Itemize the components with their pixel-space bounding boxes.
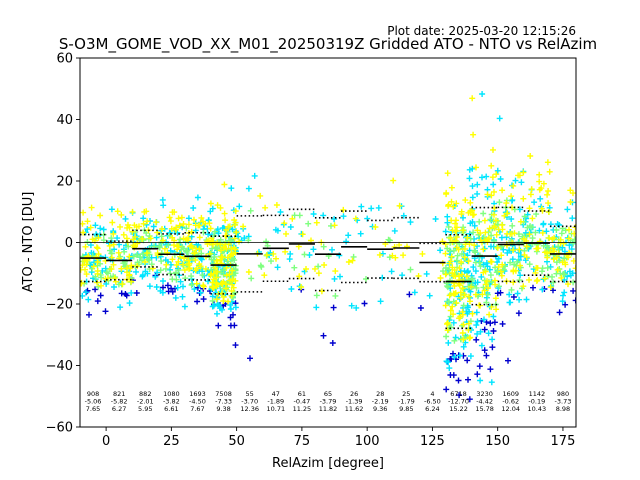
- bin-count-label: 1142: [529, 390, 546, 398]
- bin-count-label: 7508: [215, 390, 232, 398]
- bin-std-label: 10.71: [266, 405, 285, 413]
- bin-std-label: 12.36: [240, 405, 259, 413]
- bin-mean-label: -0.19: [528, 398, 545, 406]
- bin-count-label: 1609: [502, 390, 519, 398]
- x-tick-label: 75: [294, 434, 311, 449]
- bin-mean-label: -1.39: [346, 398, 363, 406]
- bin-std-label: 11.62: [345, 405, 364, 413]
- x-tick-label: 150: [485, 434, 510, 449]
- y-axis-ticks: 60 40 20 0 −20 −40 −60: [46, 52, 80, 436]
- scatter-points-series: [80, 95, 576, 343]
- bin-count-label: 26: [350, 390, 358, 398]
- bin-count-label: 55: [246, 390, 254, 398]
- bin-mean-label: -2.19: [372, 398, 389, 406]
- bin-count-label: 821: [113, 390, 125, 398]
- bin-std-label: 9.38: [216, 405, 230, 413]
- x-tick-label: 125: [420, 434, 445, 449]
- plot-date: Plot date: 2025-03-20 12:15:26: [387, 24, 576, 38]
- bin-mean-label: -2.01: [137, 398, 154, 406]
- y-tick-label: 60: [56, 52, 73, 67]
- bin-mean-label: -3.73: [555, 398, 572, 406]
- y-tick-label: −40: [46, 359, 73, 374]
- bin-count-label: 4: [430, 390, 434, 398]
- scatter-points: [80, 91, 576, 403]
- bin-std-label: 9.36: [373, 405, 387, 413]
- x-tick-label: 25: [163, 434, 180, 449]
- bin-count-label: 3230: [476, 390, 493, 398]
- bin-std-label: 15.22: [449, 405, 468, 413]
- bin-mean-label: -1.89: [267, 398, 284, 406]
- y-axis-label: ATO - NTO [DU]: [21, 192, 36, 293]
- y-tick-label: 20: [56, 175, 73, 190]
- bin-statistics-lines: [80, 206, 576, 330]
- bin-count-label: 61: [298, 390, 306, 398]
- x-tick-label: 0: [102, 434, 110, 449]
- bin-count-label: 980: [557, 390, 569, 398]
- bin-std-label: 6.24: [425, 405, 439, 413]
- bin-std-label: 11.82: [319, 405, 338, 413]
- bin-std-label: 15.78: [475, 405, 494, 413]
- x-axis-ticks: 0 25 50 75 100 125 150 175: [102, 427, 575, 449]
- bin-mean-label: -1.79: [398, 398, 415, 406]
- x-tick-label: 100: [355, 434, 380, 449]
- bin-mean-label: -5.06: [85, 398, 102, 406]
- bin-count-label: 1080: [163, 390, 180, 398]
- bin-std-label: 10.43: [528, 405, 547, 413]
- bin-std-label: 7.65: [86, 405, 100, 413]
- x-tick-label: 175: [551, 434, 576, 449]
- bin-count-label: 1693: [189, 390, 206, 398]
- bin-std-label: 6.61: [164, 405, 178, 413]
- bin-mean-label: -3.82: [163, 398, 180, 406]
- bin-mean-label: -6.50: [424, 398, 441, 406]
- bin-std-label: 11.25: [293, 405, 312, 413]
- bin-std-label: 6.27: [112, 405, 126, 413]
- bin-count-label: 908: [87, 390, 99, 398]
- bin-mean-label: -3.70: [241, 398, 258, 406]
- bin-count-label: 882: [139, 390, 151, 398]
- y-tick-label: 40: [56, 113, 73, 128]
- x-tick-label: 50: [228, 434, 245, 449]
- bin-count-label: 6718: [450, 390, 467, 398]
- y-tick-label: −60: [46, 421, 73, 436]
- x-axis-label: RelAzim [degree]: [272, 456, 384, 471]
- bin-std-label: 5.95: [138, 405, 152, 413]
- bin-std-label: 7.67: [190, 405, 204, 413]
- bin-std-label: 9.85: [399, 405, 413, 413]
- bin-count-label: 65: [324, 390, 332, 398]
- bin-std-label: 8.98: [556, 405, 570, 413]
- bin-mean-label: -4.42: [476, 398, 493, 406]
- bin-mean-label: -4.50: [189, 398, 206, 406]
- bin-mean-label: -7.33: [215, 398, 232, 406]
- bin-mean-label: -5.82: [111, 398, 128, 406]
- y-tick-label: −20: [46, 298, 73, 313]
- chart-title: S-O3M_GOME_VOD_XX_M01_20250319Z Gridded …: [59, 35, 597, 54]
- bin-std-label: 12.04: [501, 405, 520, 413]
- bin-count-label: 25: [402, 390, 410, 398]
- y-tick-label: 0: [65, 236, 73, 251]
- bin-mean-label: -0.47: [293, 398, 310, 406]
- bin-mean-label: -0.62: [502, 398, 519, 406]
- bin-mean-label: -12.70: [448, 398, 469, 406]
- bin-statistics-labels: 908-5.067.65 821-5.826.27 882-2.015.95 1080…: [85, 390, 572, 413]
- bin-count-label: 47: [272, 390, 280, 398]
- bin-count-label: 28: [376, 390, 384, 398]
- bin-mean-label: -3.79: [320, 398, 337, 406]
